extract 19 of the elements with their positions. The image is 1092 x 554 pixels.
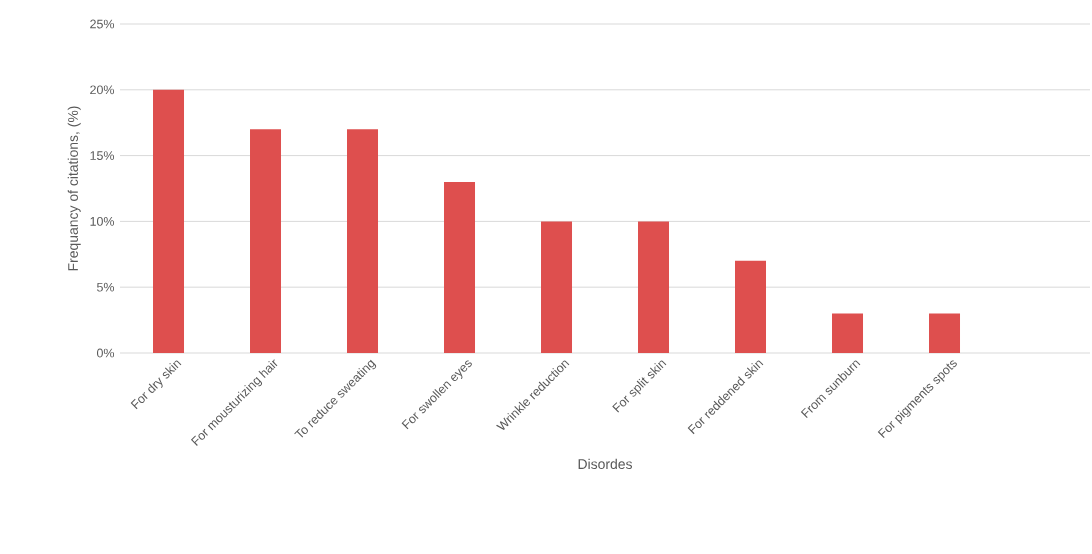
bar bbox=[832, 313, 864, 353]
bar bbox=[638, 221, 670, 353]
bar bbox=[347, 129, 379, 353]
x-axis-title: Disordes bbox=[578, 458, 633, 470]
bar bbox=[153, 89, 185, 353]
y-tick-label: 0% bbox=[96, 348, 115, 358]
y-tick-label: 20% bbox=[90, 85, 115, 95]
x-tick-label: For dry skin bbox=[130, 360, 182, 410]
bar bbox=[735, 260, 767, 353]
bar bbox=[929, 313, 961, 353]
bar bbox=[444, 181, 476, 353]
y-tick-label: 10% bbox=[90, 216, 115, 226]
bar bbox=[541, 221, 573, 353]
y-tick-label: 5% bbox=[96, 282, 115, 292]
y-tick-label: 25% bbox=[90, 19, 115, 29]
y-axis-title: Frequancy of citations, (%) bbox=[67, 106, 81, 271]
x-tick-label: For split skin bbox=[612, 360, 667, 413]
y-tick-label: 15% bbox=[90, 151, 115, 160]
bar bbox=[250, 129, 282, 353]
